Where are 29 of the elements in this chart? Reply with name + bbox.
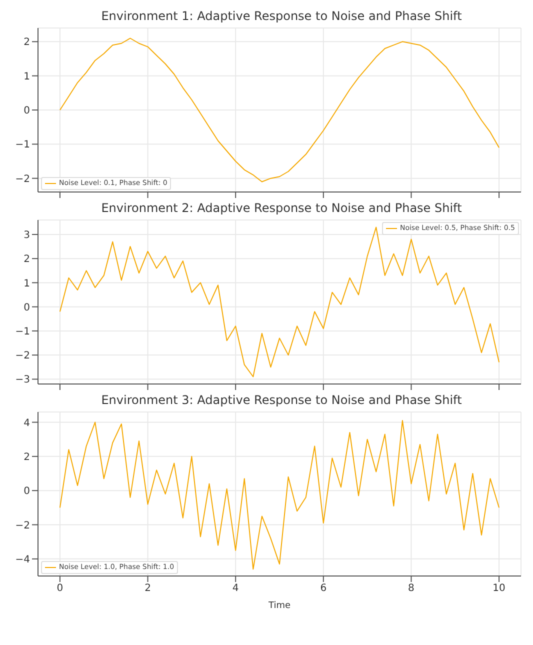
y-tick-label: 1: [24, 71, 30, 82]
y-tick-label: 3: [24, 230, 30, 242]
y-tick-label: −4: [15, 554, 30, 566]
y-tick-label: 1: [24, 278, 30, 290]
y-tick-label: −2: [15, 520, 30, 532]
y-tick-label: 2: [24, 452, 30, 463]
x-tick-label: 0: [56, 583, 64, 594]
line-series: [59, 420, 500, 570]
y-tick-label: 2: [24, 254, 30, 266]
line-series: [59, 226, 500, 378]
x-tick-label: 8: [408, 583, 414, 594]
y-tick-label: 0: [24, 106, 30, 117]
y-tick-label: −3: [15, 374, 30, 386]
y-tick-label: 0: [24, 302, 30, 314]
x-tick-label: 10: [492, 583, 506, 594]
x-tick-label: 6: [320, 583, 327, 594]
y-tick-label: 0: [24, 486, 30, 498]
y-tick-label: −2: [15, 350, 30, 362]
y-tick-label: −1: [15, 140, 30, 151]
x-axis-title: Time: [267, 601, 291, 611]
y-tick-label: 2: [24, 37, 30, 48]
x-tick-label: 2: [144, 583, 151, 594]
x-tick-label: 4: [232, 583, 239, 594]
chart-title: Environment 1: Adaptive Response to Noise and Phase Shift: [100, 8, 463, 24]
chart-title: Environment 3: Adaptive Response to Noise and Phase Shift: [100, 392, 463, 408]
y-tick-label: −2: [15, 174, 30, 185]
y-tick-label: 4: [24, 418, 30, 429]
y-tick-label: −1: [15, 326, 30, 338]
chart-title: Environment 2: Adaptive Response to Noise and Phase Shift: [100, 200, 463, 216]
